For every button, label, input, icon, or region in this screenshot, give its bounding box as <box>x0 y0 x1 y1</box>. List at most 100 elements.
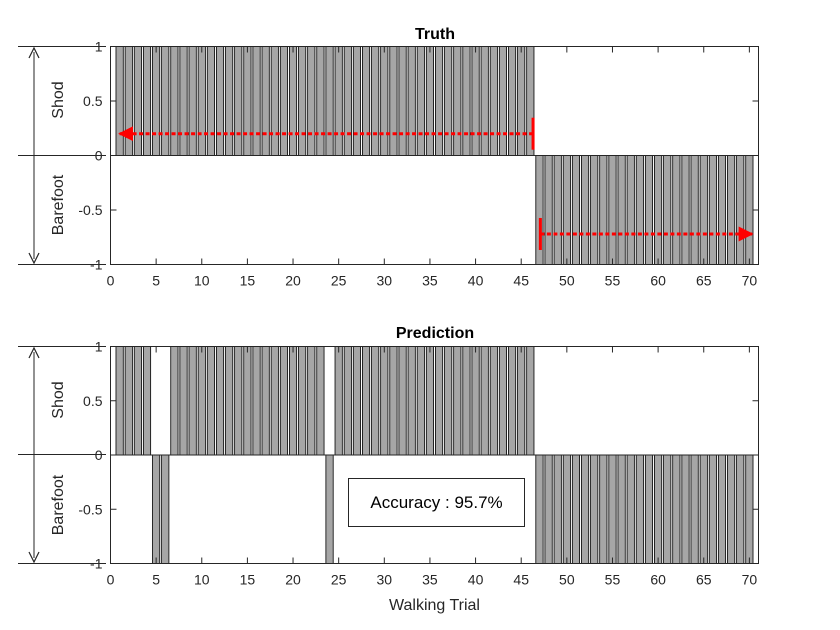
truth-bar-67 <box>717 155 727 265</box>
prediction-bracket-arrow-up <box>28 346 40 359</box>
truth-bracket-arrow-up <box>28 46 40 59</box>
prediction-bar-50 <box>562 454 571 564</box>
prediction-xtick-label-1: 5 <box>152 572 160 588</box>
prediction-bar-55 <box>608 454 617 564</box>
truth-bar-69 <box>736 155 745 265</box>
prediction-xtick-label-0: 0 <box>107 572 115 588</box>
truth-bar-63 <box>681 155 690 265</box>
truth-bar-35 <box>425 46 434 156</box>
prediction-bar-65 <box>699 454 708 564</box>
truth-bar-50 <box>562 155 571 265</box>
prediction-bar-59 <box>644 454 654 564</box>
truth-bar-5 <box>152 46 161 156</box>
prediction-xtick-label-9: 45 <box>513 572 529 588</box>
prediction-bar-43 <box>498 346 507 456</box>
prediction-xtick-label-13: 65 <box>696 572 712 588</box>
prediction-bar-19 <box>279 346 288 456</box>
prediction-bar-31 <box>389 346 398 456</box>
truth-bar-51 <box>571 155 581 265</box>
accuracy-text: Accuracy : 95.7% <box>370 493 502 512</box>
truth-xtick-label-3: 15 <box>240 273 256 289</box>
prediction-bar-2 <box>124 346 133 456</box>
truth-bar-57 <box>626 155 635 265</box>
truth-xtick-label-4: 20 <box>285 273 301 289</box>
truth-bar-19 <box>279 46 288 156</box>
truth-ytick-label-3: -0.5 <box>78 202 102 218</box>
prediction-bar-26 <box>343 346 352 456</box>
truth-bar-55 <box>608 155 617 265</box>
truth-xtick-label-10: 50 <box>559 273 575 289</box>
accuracy-box: Accuracy : 95.7% <box>348 478 525 527</box>
prediction-bar-27 <box>352 346 361 456</box>
prediction-bar-3 <box>133 346 142 456</box>
prediction-bar-10 <box>197 346 206 456</box>
truth-bar-34 <box>416 46 425 156</box>
prediction-bar-47 <box>535 454 544 564</box>
truth-bar-59 <box>644 155 654 265</box>
truth-bar-33 <box>407 46 416 156</box>
truth-bar-49 <box>553 155 562 265</box>
prediction-bar-24 <box>325 454 334 564</box>
truth-bar-8 <box>179 46 188 156</box>
truth-bar-64 <box>690 155 699 265</box>
truth-xtick-label-5: 25 <box>331 273 347 289</box>
truth-bar-37 <box>444 46 453 156</box>
prediction-x-ticks: 0 5 10 15 20 25 30 35 40 45 50 55 60 65 70 <box>107 346 757 588</box>
prediction-bar-37 <box>444 346 453 456</box>
truth-bar-14 <box>234 46 243 156</box>
truth-bar-65 <box>699 155 708 265</box>
prediction-bar-18 <box>270 346 279 456</box>
truth-xtick-label-11: 55 <box>605 273 621 289</box>
prediction-panel: Prediction 10.50-0.5-1 05101520253035404… <box>18 325 759 614</box>
prediction-bar-23 <box>316 346 325 456</box>
prediction-bar-6 <box>161 454 170 564</box>
prediction-bar-34 <box>416 346 425 456</box>
prediction-xtick-label-3: 15 <box>240 572 256 588</box>
prediction-bar-11 <box>206 346 215 456</box>
prediction-bar-8 <box>179 346 188 456</box>
prediction-xtick-label-5: 25 <box>331 572 347 588</box>
truth-bar-53 <box>590 155 599 265</box>
truth-bar-61 <box>663 155 672 265</box>
truth-ytick-label-1: 0.5 <box>83 93 103 109</box>
prediction-bar-49 <box>553 454 562 564</box>
prediction-bar-69 <box>736 454 745 564</box>
prediction-xtick-label-10: 50 <box>559 572 575 588</box>
truth-bar-23 <box>316 46 325 156</box>
prediction-xtick-label-12: 60 <box>650 572 666 588</box>
truth-xtick-label-6: 30 <box>377 273 393 289</box>
truth-bar-54 <box>599 155 608 265</box>
truth-xtick-label-9: 45 <box>513 273 529 289</box>
prediction-bar-38 <box>453 346 462 456</box>
truth-bar-36 <box>435 46 444 156</box>
truth-bar-27 <box>352 46 361 156</box>
prediction-bar-67 <box>717 454 727 564</box>
truth-category-bracket: Shod Barefoot <box>18 46 106 265</box>
prediction-bar-70 <box>745 454 754 564</box>
truth-bar-20 <box>288 46 298 156</box>
truth-bar-29 <box>371 46 380 156</box>
truth-xtick-label-2: 10 <box>194 273 210 289</box>
truth-annotations <box>118 117 754 250</box>
truth-xtick-label-7: 35 <box>422 273 438 289</box>
truth-bracket-arrow-down <box>28 252 40 265</box>
truth-panel: Truth 10.50-0.5-1 0 5 10 15 20 25 30 35 40 45 50 55… <box>18 26 759 289</box>
truth-bar-26 <box>343 46 352 156</box>
truth-bar-68 <box>727 155 736 265</box>
prediction-xtick-label-6: 30 <box>377 572 393 588</box>
truth-xtick-label-13: 65 <box>696 273 712 289</box>
truth-bar-13 <box>225 46 234 156</box>
prediction-bar-15 <box>243 346 252 456</box>
truth-bar-32 <box>398 46 407 156</box>
prediction-bar-22 <box>307 346 316 456</box>
truth-bar-30 <box>380 46 389 156</box>
prediction-bar-29 <box>371 346 380 456</box>
truth-bar-41 <box>480 46 489 156</box>
prediction-xtick-label-2: 10 <box>194 572 210 588</box>
prediction-bar-35 <box>425 346 434 456</box>
truth-bar-24 <box>325 46 334 156</box>
truth-xtick-label-12: 60 <box>650 273 666 289</box>
prediction-xtick-label-7: 35 <box>422 572 438 588</box>
prediction-bar-4 <box>142 346 152 456</box>
